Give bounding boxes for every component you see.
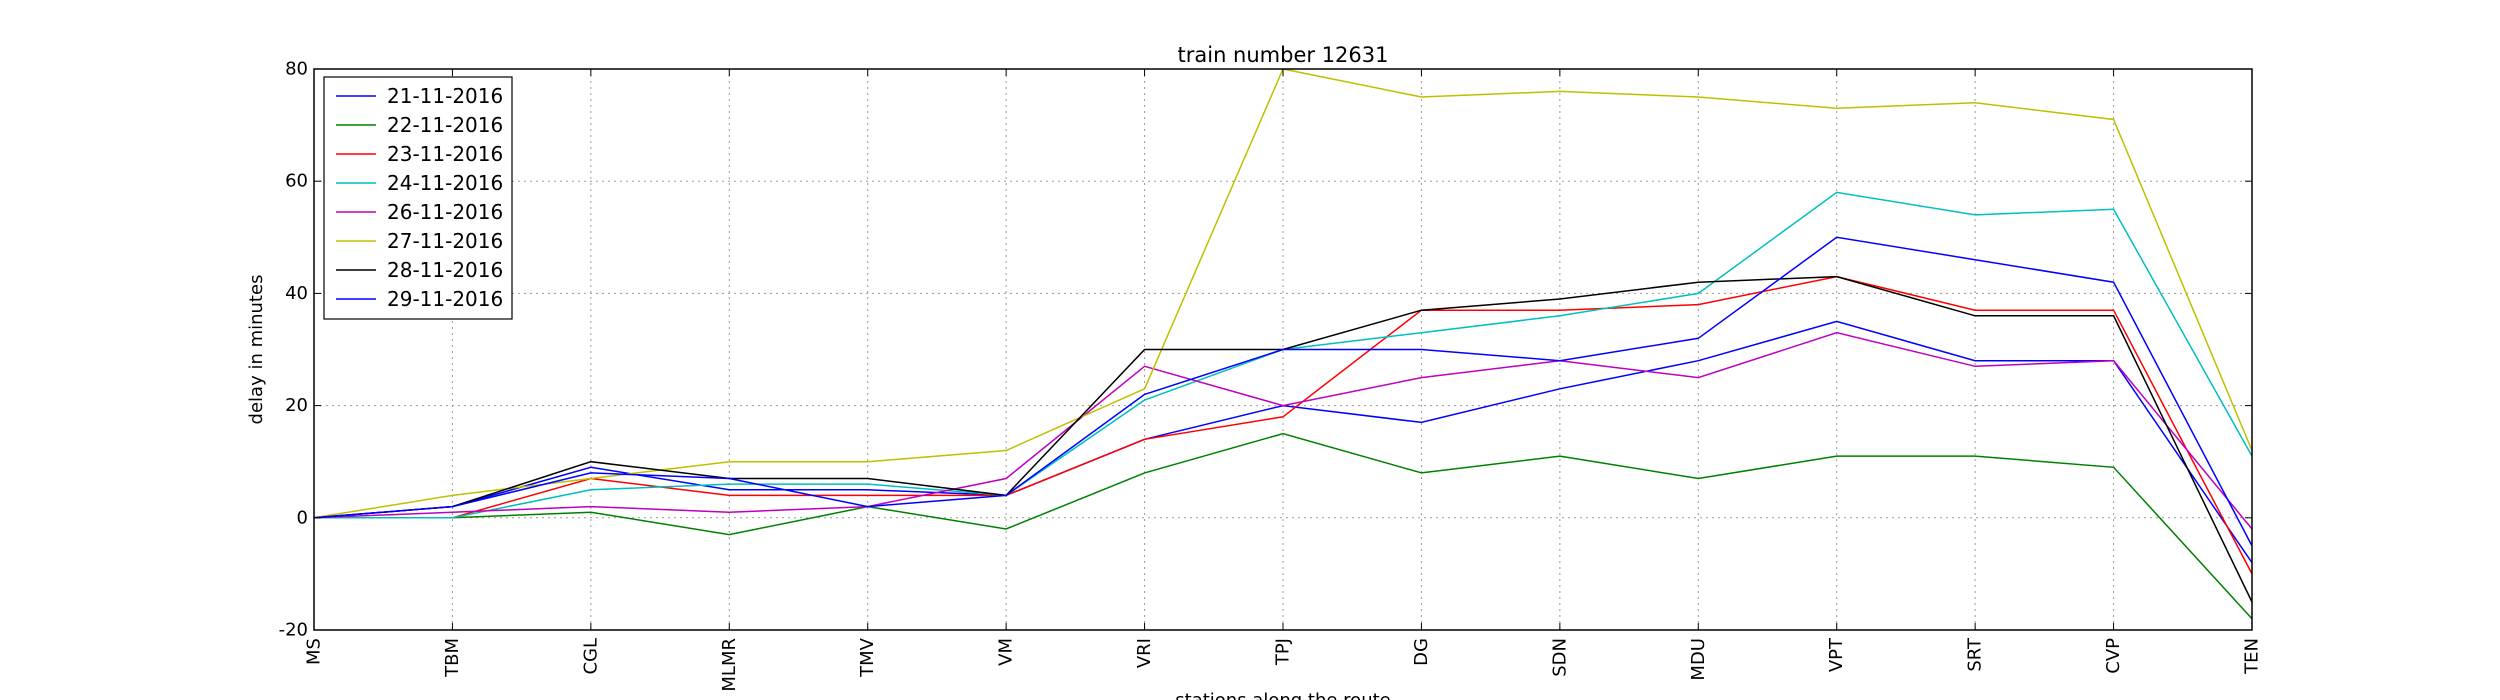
legend-label: 29-11-2016	[387, 287, 503, 311]
legend-label: 26-11-2016	[387, 200, 503, 224]
y-tick-label: 0	[297, 507, 308, 528]
x-tick-label: MLMR	[719, 638, 740, 692]
chart-title: train number 12631	[1178, 43, 1389, 67]
x-axis-label: stations along the route	[1175, 690, 1390, 700]
legend-label: 23-11-2016	[387, 142, 503, 166]
x-tick-label: MDU	[1688, 638, 1709, 681]
x-tick-label: TPJ	[1273, 638, 1294, 666]
series-line	[313, 331, 2253, 530]
x-tick-label: SRT	[1965, 637, 1986, 672]
axis-ticks: MS TBM CGL MLMR TMV VM VRI TPJ DG SDN MDU VPT SRT CVP…	[279, 59, 2263, 692]
x-tick-label: SDN	[1549, 638, 1570, 677]
y-tick-label: -20	[279, 620, 308, 641]
y-tick-label: 20	[285, 395, 308, 416]
x-tick-label: DG	[1411, 638, 1432, 666]
y-tick-label: 40	[285, 283, 308, 304]
grid-lines	[314, 69, 2252, 630]
legend-label: 22-11-2016	[387, 113, 503, 137]
x-tick-label: TMV	[857, 637, 878, 678]
y-tick-label: 80	[285, 59, 308, 80]
x-tick-label: VPT	[1826, 637, 1847, 672]
x-tick-label: CGL	[580, 638, 601, 675]
legend-label: 27-11-2016	[387, 229, 503, 253]
legend: 21-11-2016 22-11-2016 23-11-2016 24-11-2016…	[323, 76, 513, 320]
x-tick-label: VRI	[1134, 638, 1155, 668]
series-line	[313, 236, 2253, 547]
series-line	[314, 432, 2253, 620]
x-tick-label: CVP	[2103, 638, 2124, 674]
y-axis-label: delay in minutes	[246, 275, 267, 425]
legend-label: 21-11-2016	[387, 84, 503, 108]
x-tick-label: TEN	[2242, 638, 2263, 675]
series-line	[314, 275, 2253, 575]
x-tick-label: TBM	[442, 638, 463, 678]
y-tick-label: 60	[285, 171, 308, 192]
legend-label: 24-11-2016	[387, 171, 503, 195]
x-tick-label: VM	[996, 638, 1017, 666]
x-tick-label: MS	[304, 638, 325, 665]
legend-box	[323, 76, 513, 320]
legend-label: 28-11-2016	[387, 258, 503, 282]
